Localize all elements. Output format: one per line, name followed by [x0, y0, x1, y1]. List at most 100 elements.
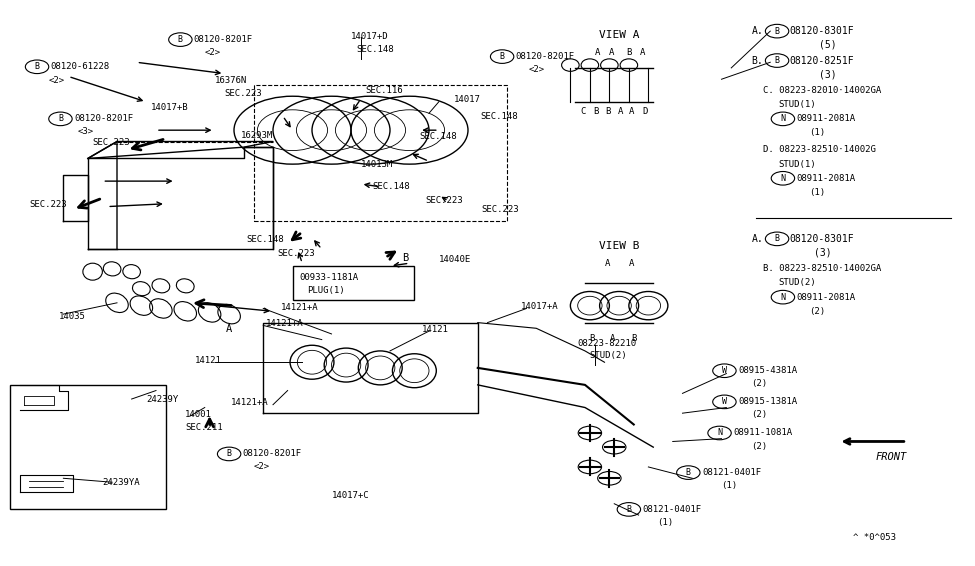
Text: 14121+A: 14121+A [266, 319, 304, 328]
Text: 08121-0401F: 08121-0401F [702, 468, 761, 477]
Text: A: A [629, 259, 635, 268]
Text: 08120-8251F: 08120-8251F [790, 55, 854, 66]
Text: (3): (3) [819, 70, 837, 80]
Text: C: C [580, 107, 586, 116]
Text: ^ *0^053: ^ *0^053 [853, 533, 896, 542]
Text: B: B [774, 234, 780, 243]
Text: B. 08223-82510·14002GA: B. 08223-82510·14002GA [763, 264, 881, 273]
Text: 08911-2081A: 08911-2081A [797, 293, 856, 302]
Text: N: N [780, 174, 786, 183]
Text: <2>: <2> [49, 76, 65, 85]
Text: W: W [722, 366, 727, 375]
Text: B: B [499, 52, 505, 61]
Text: 08223-82210: 08223-82210 [577, 339, 637, 348]
Text: A: A [595, 48, 601, 57]
Text: 08911-2081A: 08911-2081A [797, 174, 856, 183]
Text: 24239YA: 24239YA [102, 478, 140, 487]
Text: (5): (5) [819, 40, 837, 50]
Text: SEC.223: SEC.223 [93, 138, 131, 147]
Text: A: A [617, 107, 623, 116]
Text: 14121+A: 14121+A [281, 303, 319, 312]
Text: STUD(1): STUD(1) [778, 100, 816, 109]
Text: SEC.148: SEC.148 [357, 45, 395, 54]
Text: (1): (1) [657, 518, 674, 527]
Text: 08120-8201F: 08120-8201F [243, 449, 302, 458]
Text: 14017+C: 14017+C [332, 491, 370, 500]
Text: B: B [631, 334, 637, 343]
Text: 08120-8301F: 08120-8301F [790, 26, 854, 36]
Text: <3>: <3> [78, 127, 95, 136]
Text: A: A [609, 334, 615, 343]
Text: STUD(1): STUD(1) [778, 160, 816, 169]
Text: B: B [177, 35, 183, 44]
Text: PLUG(1): PLUG(1) [307, 286, 345, 295]
Text: A: A [226, 324, 232, 335]
Text: SEC.223: SEC.223 [425, 196, 463, 205]
Text: (2): (2) [751, 379, 767, 388]
Text: 14017+B: 14017+B [151, 103, 189, 112]
Text: SEC.223: SEC.223 [482, 205, 520, 214]
Text: 00933-1181A: 00933-1181A [299, 273, 359, 282]
Text: (1): (1) [809, 188, 826, 197]
Text: A: A [608, 48, 614, 57]
Text: FRONT: FRONT [876, 452, 907, 462]
Text: (3): (3) [814, 247, 832, 258]
Text: 08120-8301F: 08120-8301F [790, 234, 854, 244]
Text: 14035: 14035 [58, 312, 86, 321]
Text: B: B [593, 107, 599, 116]
Text: N: N [717, 428, 722, 438]
Text: B: B [626, 505, 632, 514]
Text: 14121: 14121 [195, 356, 222, 365]
Text: A: A [640, 48, 645, 57]
Text: 08120-8201F: 08120-8201F [74, 114, 134, 123]
Text: B: B [58, 114, 63, 123]
Text: N: N [780, 293, 786, 302]
Text: B: B [774, 27, 780, 36]
Text: B: B [34, 62, 40, 71]
Text: (2): (2) [809, 307, 826, 316]
Text: 14013M: 14013M [361, 160, 393, 169]
Text: 14017+A: 14017+A [521, 302, 559, 311]
Text: 16376N: 16376N [214, 76, 247, 85]
Text: (2): (2) [751, 410, 767, 419]
Text: 14017: 14017 [453, 95, 481, 104]
Text: W: W [722, 397, 727, 406]
Text: SEC.223: SEC.223 [224, 89, 262, 98]
Text: (2): (2) [751, 441, 767, 451]
Text: N: N [780, 114, 786, 123]
Text: 24239Y: 24239Y [146, 395, 178, 404]
Text: B: B [626, 48, 632, 57]
Text: 08911-2081A: 08911-2081A [797, 114, 856, 123]
Text: 08120-8201F: 08120-8201F [516, 52, 575, 61]
Text: 08121-0401F: 08121-0401F [643, 505, 702, 514]
Text: A: A [629, 107, 635, 116]
Text: B: B [402, 253, 408, 263]
Text: 14121+A: 14121+A [231, 398, 269, 408]
Text: SEC.148: SEC.148 [419, 132, 457, 142]
Text: 08915-4381A: 08915-4381A [738, 366, 798, 375]
Text: 16293M: 16293M [241, 131, 273, 140]
Text: D: D [643, 107, 648, 116]
Text: SEC.211: SEC.211 [185, 423, 223, 432]
Text: SEC.223: SEC.223 [278, 248, 316, 258]
Text: STUD(2): STUD(2) [590, 351, 628, 360]
Text: 14017+D: 14017+D [351, 32, 389, 41]
Text: <2>: <2> [528, 65, 545, 74]
Text: A.: A. [752, 26, 763, 36]
Text: SEC.223: SEC.223 [29, 200, 67, 209]
Text: 14121: 14121 [422, 325, 449, 334]
Text: 14040E: 14040E [439, 255, 471, 264]
Text: VIEW A: VIEW A [599, 30, 640, 40]
Text: 08911-1081A: 08911-1081A [733, 428, 793, 438]
Text: B: B [685, 468, 691, 477]
Text: (1): (1) [809, 128, 826, 137]
Text: B: B [226, 449, 232, 458]
Text: STUD(2): STUD(2) [778, 278, 816, 288]
Text: B.: B. [752, 55, 763, 66]
Text: 08915-1381A: 08915-1381A [738, 397, 798, 406]
Text: B: B [589, 334, 595, 343]
Text: SEC.148: SEC.148 [372, 182, 410, 191]
Text: D. 08223-82510·14002G: D. 08223-82510·14002G [763, 145, 877, 155]
Text: A.: A. [752, 234, 763, 244]
Text: B: B [605, 107, 611, 116]
